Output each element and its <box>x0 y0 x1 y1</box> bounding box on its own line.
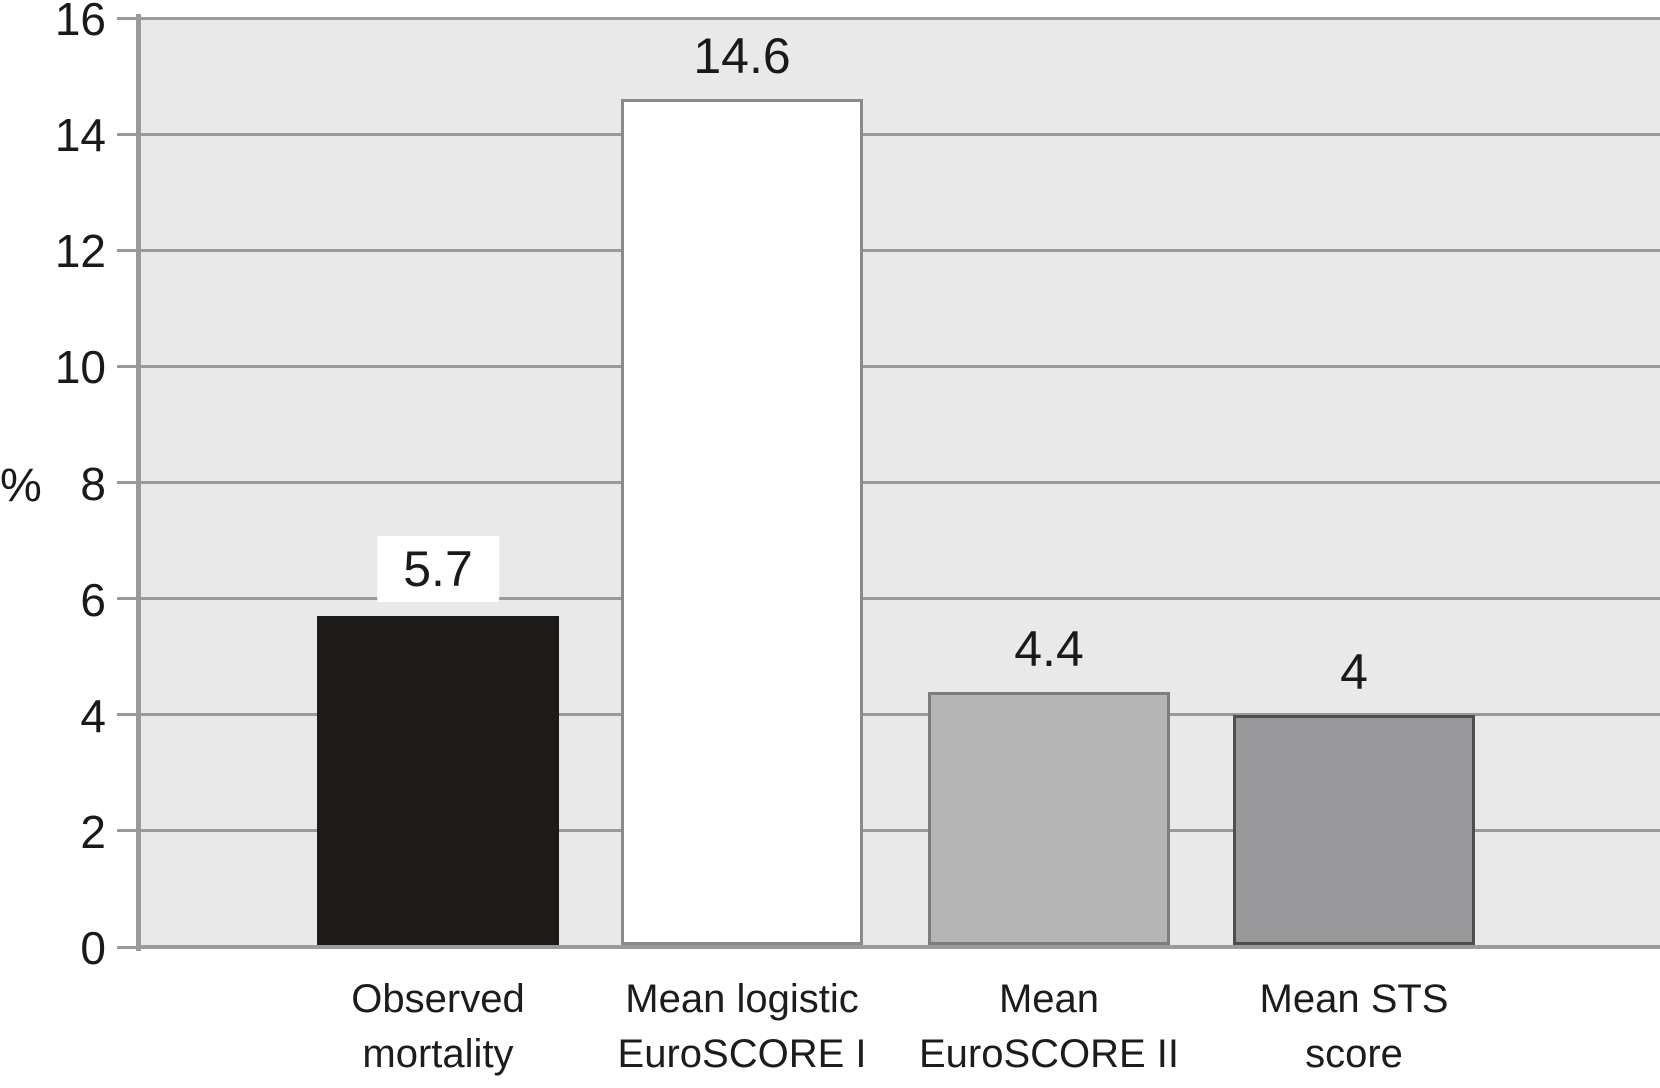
y-tick-8 <box>117 481 140 484</box>
category-label-line: Mean <box>998 977 1100 1021</box>
y-tick-label-0: 0 <box>80 922 106 974</box>
category-label-line: Observed <box>351 977 525 1021</box>
category-label-line: EuroSCORE II <box>918 1032 1180 1076</box>
y-tick-16 <box>117 16 140 20</box>
gridline-10 <box>140 364 1660 368</box>
y-tick-12 <box>117 248 140 252</box>
y-tick-10 <box>117 364 140 368</box>
gridline-14 <box>140 132 1660 136</box>
y-tick-0 <box>117 945 140 949</box>
y-tick-label-14: 14 <box>54 109 106 162</box>
gridline-8 <box>140 481 1660 484</box>
y-tick-6 <box>117 597 140 601</box>
category-label-2: Mean logistic EuroSCORE I <box>532 972 952 1082</box>
bar-1 <box>317 616 559 945</box>
category-label-3: Mean EuroSCORE II <box>839 972 1259 1082</box>
category-label-line: Mean logistic <box>625 977 859 1021</box>
category-label-line: EuroSCORE I <box>617 1032 867 1076</box>
bar-value-label-3: 4.4 <box>1014 620 1084 677</box>
bar-4 <box>1233 714 1475 945</box>
y-tick-label-4: 4 <box>80 689 106 742</box>
gridline-4 <box>140 713 1660 717</box>
y-tick-label-2: 2 <box>80 805 106 858</box>
category-label-1: Observed mortality <box>228 972 648 1082</box>
y-tick-2 <box>117 829 140 833</box>
gridline-2 <box>140 829 1660 833</box>
category-label-line: mortality <box>362 1032 514 1076</box>
bar-value-label-2: 14.6 <box>693 28 791 85</box>
y-tick-label-6: 6 <box>80 573 106 626</box>
bar-3 <box>928 691 1170 945</box>
y-axis-label: % <box>0 458 42 511</box>
x-axis-baseline <box>140 945 1660 949</box>
y-tick-14 <box>117 132 140 136</box>
gridline-6 <box>140 597 1660 601</box>
y-tick-label-10: 10 <box>54 341 106 394</box>
gridline-12 <box>140 248 1660 252</box>
category-label-4: Mean STS score <box>1144 972 1564 1082</box>
y-tick-label-8: 8 <box>80 457 106 510</box>
bar-value-label-1: 5.7 <box>377 536 499 603</box>
y-tick-label-16: 16 <box>54 0 106 45</box>
category-label-line: Mean STS <box>1259 977 1449 1021</box>
y-tick-4 <box>117 713 140 717</box>
category-label-line: score <box>1305 1032 1403 1076</box>
y-axis-line <box>136 14 141 951</box>
y-tick-label-12: 12 <box>54 225 106 278</box>
bar-value-label-4: 4 <box>1340 643 1368 700</box>
gridline-16 <box>140 16 1660 20</box>
bar-2 <box>621 99 863 945</box>
